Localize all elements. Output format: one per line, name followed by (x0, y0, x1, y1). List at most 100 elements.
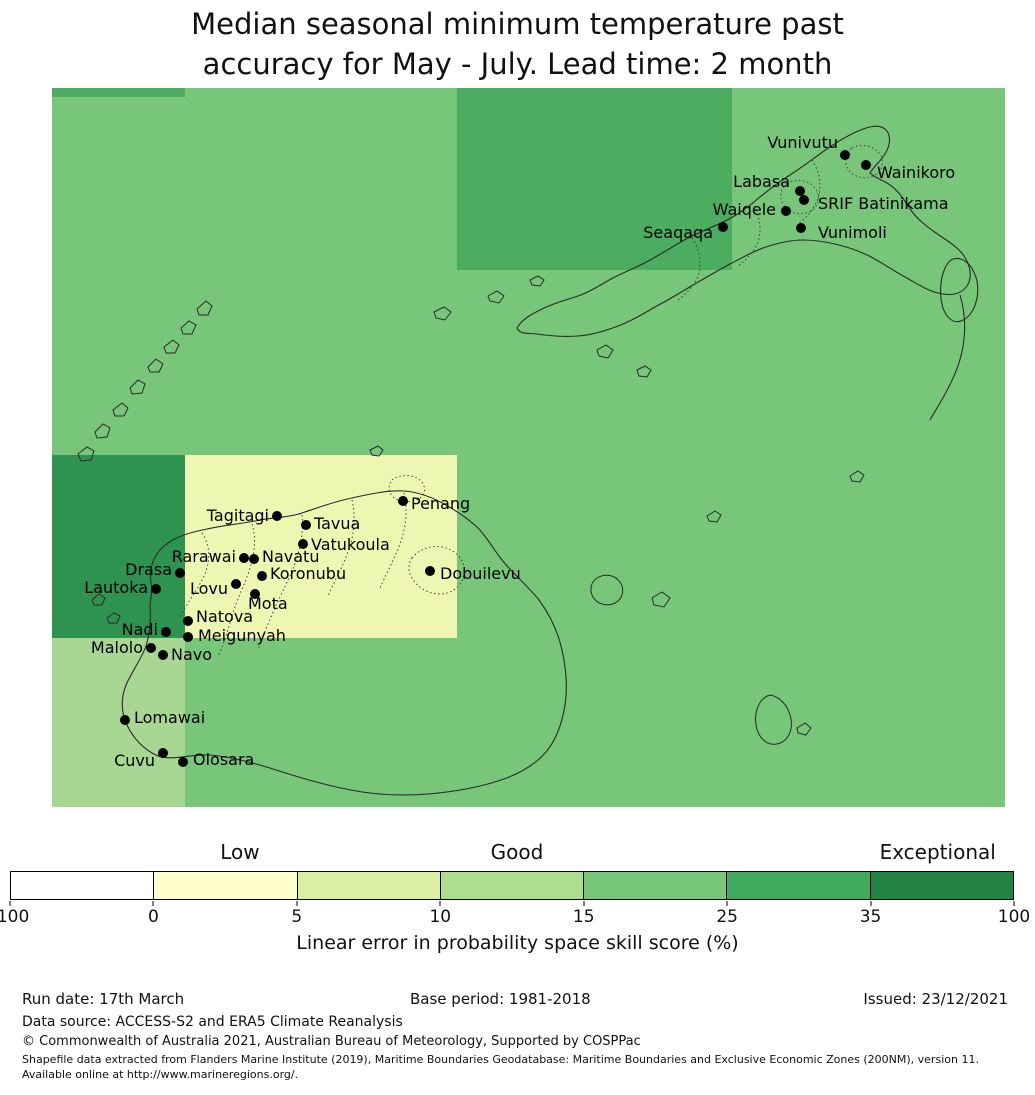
skill-map: Vunivutu Wainikoro Labasa SRIF Batinikama Wa… (52, 88, 1005, 807)
skill-cell-southwest-cell (52, 638, 185, 807)
colorbar-tickmark (9, 901, 11, 906)
page-title-line2: accuracy for May - July. Lead time: 2 mo… (202, 47, 833, 82)
station-label: Navo (171, 645, 212, 664)
colorbar-tickmark (583, 901, 585, 906)
colorbar-tick-label: 100 (997, 907, 1031, 927)
islet-coastline (163, 339, 180, 354)
legend-category-low: Low (220, 840, 260, 864)
colorbar-tickmark (870, 901, 872, 906)
colorbar-tickmark (726, 901, 728, 906)
skill-cell-pale-cell (185, 455, 457, 638)
station-marker (178, 757, 188, 767)
station-label: Natova (196, 607, 253, 626)
station-marker (161, 627, 171, 637)
islet-coastline (77, 446, 95, 462)
colorbar-axis-label: Linear error in probability space skill … (296, 932, 739, 954)
district-boundary (737, 202, 761, 267)
station-marker (151, 584, 161, 594)
islet-coastline (112, 402, 129, 417)
colorbar-segment (870, 872, 1013, 899)
colorbar-tick-label: 15 (572, 907, 595, 927)
station-label: Tagitagi (206, 506, 269, 525)
station-marker (272, 511, 282, 521)
station-label: Seaqaqa (643, 223, 713, 242)
station-label: Cuvu (114, 751, 155, 770)
islet-coastline (91, 593, 106, 606)
station-marker (861, 160, 871, 170)
islet-coastline (529, 275, 545, 287)
station-marker (301, 520, 311, 530)
base-period-text: Base period: 1981-2018 (410, 990, 591, 1008)
colorbar-segment (440, 872, 585, 899)
district-boundary (677, 237, 701, 301)
islet-coastline (147, 358, 164, 373)
colorbar-tickmark (152, 901, 154, 906)
islet-coastline (433, 306, 452, 321)
islet-coastline (596, 344, 614, 359)
station-label: Meigunyah (198, 626, 286, 645)
district-boundary (388, 475, 425, 503)
islet-coastline (369, 445, 384, 457)
data-source-text: Data source: ACCESS-S2 and ERA5 Climate … (22, 1014, 403, 1030)
station-marker (398, 496, 408, 506)
district-boundary (327, 499, 355, 597)
islet-coastline (755, 694, 792, 745)
islet-coastline (706, 510, 722, 523)
colorbar-tick-label: 10 (429, 907, 452, 927)
station-marker (183, 616, 193, 626)
station-marker (425, 566, 435, 576)
colorbar-segment (297, 872, 441, 899)
station-label: Drasa (125, 560, 172, 579)
station-label: Olosara (193, 750, 254, 769)
station-label: Nadi (122, 620, 158, 639)
colorbar-tick-label: 5 (291, 907, 303, 927)
map-panel: Vunivutu Wainikoro Labasa SRIF Batinikama Wa… (52, 88, 1005, 807)
station-marker (231, 579, 241, 589)
district-boundary (179, 532, 210, 619)
station-label: Lomawai (134, 708, 205, 727)
station-marker (781, 206, 791, 216)
islet-coastline (849, 470, 865, 483)
colorbar (10, 871, 1014, 900)
coastline (516, 125, 971, 337)
station-marker (239, 553, 249, 563)
islet-coastline (590, 574, 624, 606)
skill-cell-northwest-strip (52, 88, 185, 97)
station-marker (146, 643, 156, 653)
station-label: Lovu (190, 579, 228, 598)
legend-category-exceptional: Exceptional (879, 840, 996, 864)
colorbar-tick-label: 0 (148, 907, 159, 927)
colorbar-tick-label: 35 (859, 907, 882, 927)
run-date-text: Run date: 17th March (22, 990, 185, 1008)
station-label: Malolo (91, 638, 143, 657)
station-marker (158, 650, 168, 660)
coastline (929, 294, 966, 421)
station-marker (298, 539, 308, 549)
legend-category-good: Good (490, 840, 544, 864)
islet-coastline (651, 591, 671, 608)
islet-coastline (636, 365, 652, 378)
station-marker (158, 748, 168, 758)
colorbar-tick-label: -100 (0, 907, 30, 927)
colorbar-ticks: -100 0 5 10 15 25 35 100 (0, 901, 1030, 927)
station-marker (249, 554, 259, 564)
colorbar-tick-label: 25 (716, 907, 738, 927)
station-label: Waiqele (713, 200, 776, 219)
islet-coastline (196, 300, 213, 316)
copyright-text: © Commonwealth of Australia 2021, Austra… (22, 1034, 641, 1049)
colorbar-segment (584, 872, 728, 899)
station-label: Penang (411, 494, 470, 513)
shapefile-note-text: Shapefile data extracted from Flanders M… (22, 1053, 979, 1082)
station-marker (183, 632, 193, 642)
district-boundary (217, 523, 255, 657)
islet-coastline (487, 290, 505, 304)
station-label: Mota (248, 594, 288, 613)
station-label: Navatu (262, 547, 319, 566)
skill-cell-north-cell (457, 88, 732, 270)
station-marker (175, 568, 185, 578)
page-title-line1: Median seasonal minimum temperature past (191, 7, 844, 41)
colorbar-tickmark (296, 901, 298, 906)
colorbar-tickmark (1013, 901, 1015, 906)
station-marker (120, 715, 130, 725)
station-label: Koronubu (270, 564, 346, 583)
